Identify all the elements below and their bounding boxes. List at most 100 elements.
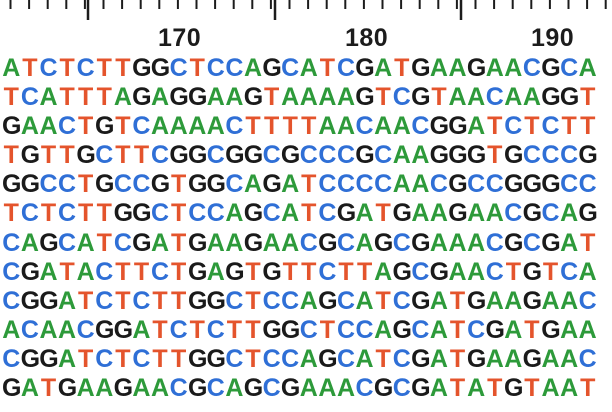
base-A: A [151, 112, 170, 141]
base-C: C [355, 170, 374, 199]
base-A: A [58, 344, 77, 373]
base-C: C [132, 286, 151, 315]
base-T: T [580, 374, 596, 403]
base-G: G [132, 199, 152, 228]
base-G: G [132, 54, 152, 82]
base-C: C [578, 170, 597, 199]
base-A: A [39, 315, 58, 344]
base-C: C [169, 315, 188, 344]
base-C: C [206, 199, 225, 228]
base-A: A [448, 257, 467, 286]
base-C: C [411, 315, 430, 344]
base-G: G [504, 170, 524, 199]
base-G: G [504, 228, 524, 257]
base-A: A [2, 315, 21, 344]
base-A: A [281, 199, 300, 228]
base-A: A [20, 112, 39, 141]
base-C: C [39, 170, 58, 199]
base-C: C [318, 170, 337, 199]
base-C: C [318, 257, 337, 286]
base-G: G [20, 141, 41, 170]
base-G: G [225, 141, 245, 170]
base-G: G [243, 374, 264, 403]
base-G: G [522, 286, 543, 315]
base-C: C [20, 83, 39, 112]
base-C: C [262, 141, 281, 170]
base-A: A [336, 83, 356, 112]
base-A: A [467, 374, 486, 403]
base-T: T [375, 286, 391, 315]
base-A: A [299, 83, 318, 112]
base-G: G [150, 170, 171, 199]
base-G: G [243, 199, 264, 228]
base-G: G [20, 170, 41, 199]
sequence-row: GGCCTGCCGTGGCAGATCCCCAACGCCGGGCC [2, 170, 612, 199]
base-C: C [95, 257, 114, 286]
base-T: T [152, 286, 168, 315]
base-C: C [355, 112, 374, 141]
base-C: C [336, 315, 356, 344]
base-G: G [318, 286, 338, 315]
base-A: A [355, 199, 374, 228]
sequence-row: CAGCATCGATGAAGAACGCAGCGAAACGCGAT [2, 229, 612, 258]
base-C: C [262, 344, 281, 373]
base-C: C [2, 286, 21, 315]
base-T: T [96, 54, 112, 82]
base-T: T [78, 170, 94, 199]
sequence-row: TGT TGCT TCGGCGGCGCCCGCAAGGGTGCCCG [2, 141, 612, 170]
base-T: T [40, 199, 57, 228]
base-G: G [485, 315, 505, 344]
base-C: C [504, 112, 523, 141]
base-G: G [448, 170, 468, 199]
base-T: T [115, 112, 131, 141]
base-C: C [336, 141, 356, 170]
base-T: T [282, 257, 298, 286]
base-T: T [115, 286, 131, 315]
base-G: G [113, 199, 134, 228]
base-A: A [76, 374, 95, 403]
base-G: G [541, 83, 561, 112]
sequence-row: CGGATCTCT TGGCTCCAGCATCGATGAAGAAC [2, 287, 612, 316]
base-A: A [392, 112, 411, 141]
base-C: C [188, 199, 207, 228]
base-A: A [374, 112, 393, 141]
base-T: T [487, 374, 503, 403]
base-C: C [299, 228, 318, 257]
base-G: G [187, 141, 208, 170]
sequence-row: TCTCT TGGCTCCAGCATCGATGAAGAACGCAG [2, 199, 612, 228]
base-C: C [392, 228, 411, 257]
base-C: C [355, 374, 374, 403]
base-C: C [522, 228, 541, 257]
base-T: T [78, 199, 94, 228]
base-A: A [206, 112, 225, 141]
base-A: A [318, 374, 337, 403]
base-C: C [58, 112, 77, 141]
base-C: C [206, 315, 225, 344]
base-A: A [58, 286, 77, 315]
base-T: T [431, 83, 447, 112]
base-C: C [151, 257, 170, 286]
base-G: G [411, 228, 431, 257]
base-G: G [2, 374, 22, 403]
ruler-label-170: 170 [158, 24, 202, 52]
base-C: C [485, 83, 504, 112]
base-C: C [299, 141, 318, 170]
base-C: C [225, 54, 244, 82]
base-C: C [58, 170, 77, 199]
base-T: T [245, 344, 261, 373]
base-T: T [133, 257, 150, 286]
base-A: A [392, 170, 411, 199]
base-G: G [448, 112, 468, 141]
base-G: G [262, 257, 282, 286]
base-C: C [541, 112, 560, 141]
base-C: C [225, 170, 244, 199]
base-C: C [169, 54, 188, 82]
base-G: G [466, 54, 487, 82]
base-C: C [392, 344, 411, 373]
base-G: G [429, 141, 450, 170]
base-C: C [206, 54, 225, 82]
sequence-row: TCAT T TAGAGGAAGTAAAAGTCGTAACAAGGT [2, 83, 612, 112]
base-A: A [411, 170, 430, 199]
base-G: G [94, 170, 115, 199]
base-C: C [336, 286, 356, 315]
